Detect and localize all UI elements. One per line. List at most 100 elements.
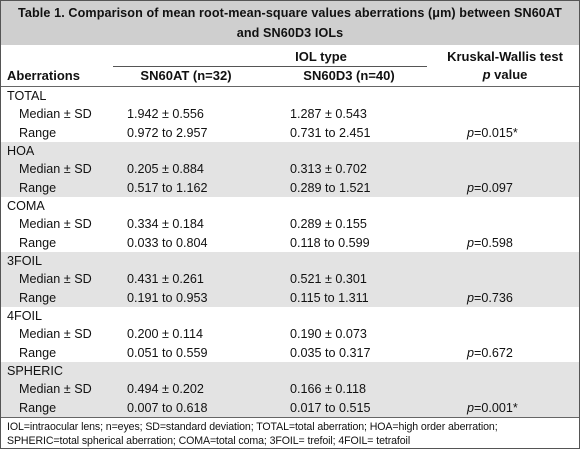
aberrations-header: Aberrations [7, 68, 80, 83]
aberration-group: 3FOIL Median ± SD 0.431 ± 0.261 0.521 ± 0.3… [1, 252, 579, 307]
median-row: Median ± SD 0.200 ± 0.114 0.190 ± 0.073 [1, 325, 579, 343]
range-sn60d3: 0.017 to 0.515 [290, 400, 371, 415]
median-sn60d3: 0.313 ± 0.702 [290, 162, 367, 177]
median-label: Median ± SD [19, 162, 92, 177]
median-row: Median ± SD 0.334 ± 0.184 0.289 ± 0.155 [1, 215, 579, 233]
range-sn60at: 0.033 to 0.804 [127, 235, 208, 250]
group-name: COMA [7, 199, 45, 213]
aberration-group: TOTAL Median ± SD 1.942 ± 0.556 1.287 ± 0.5… [1, 87, 579, 142]
table-title: Table 1. Comparison of mean root-mean-sq… [1, 1, 579, 45]
range-row: Range 0.033 to 0.804 0.118 to 0.599 p=0.598 [1, 234, 579, 252]
range-sn60at: 0.051 to 0.559 [127, 345, 208, 360]
p-value-prefix: p [467, 400, 475, 415]
median-sn60at: 0.200 ± 0.114 [127, 327, 204, 342]
range-label: Range [19, 290, 57, 305]
median-sn60at: 0.431 ± 0.261 [127, 272, 204, 287]
iol-type-rule [113, 66, 427, 67]
range-sn60d3: 0.118 to 0.599 [290, 235, 370, 250]
table-title-line-2: and SN60D3 IOLs [236, 26, 344, 40]
range-label: Range [19, 345, 57, 360]
p-value-number: =0.097 [474, 180, 513, 195]
range-sn60d3: 0.115 to 1.311 [290, 290, 369, 305]
p-value: p=0.736 [467, 289, 513, 307]
p-value-label: value [494, 67, 528, 82]
footnote-line-2: SPHERIC=total spherical aberration; COMA… [7, 435, 411, 447]
p-value-number: =0.736 [474, 290, 513, 305]
median-sn60d3: 0.166 ± 0.118 [290, 382, 367, 397]
median-sn60d3: 1.287 ± 0.543 [290, 107, 367, 122]
aberration-group: HOA Median ± SD 0.205 ± 0.884 0.313 ± 0.702… [1, 142, 579, 197]
p-value-prefix: p [467, 235, 475, 250]
median-row: Median ± SD 0.205 ± 0.884 0.313 ± 0.702 [1, 160, 579, 178]
table-header: IOL type Kruskal-Wallis test p value Abe… [1, 45, 579, 87]
p-value-number: =0.001* [474, 400, 518, 415]
p-value-prefix: p [467, 345, 475, 360]
iol-type-header: IOL type [295, 49, 347, 64]
median-sn60d3: 0.289 ± 0.155 [290, 217, 367, 232]
range-sn60d3: 0.731 to 2.451 [290, 125, 371, 140]
group-name: TOTAL [7, 89, 47, 103]
test-name-header: Kruskal-Wallis test [447, 49, 563, 64]
median-label: Median ± SD [19, 217, 92, 232]
footnote-line-1: IOL=intraocular lens; n=eyes; SD=standar… [7, 421, 498, 433]
median-sn60at: 1.942 ± 0.556 [127, 107, 204, 122]
range-row: Range 0.051 to 0.559 0.035 to 0.317 p=0.672 [1, 344, 579, 362]
range-label: Range [19, 400, 57, 415]
median-label: Median ± SD [19, 107, 92, 122]
p-value: p=0.598 [467, 234, 513, 252]
p-value-number: =0.598 [474, 235, 513, 250]
p-value-header: p value [431, 67, 579, 82]
median-sn60at: 0.334 ± 0.184 [127, 217, 204, 232]
aberration-group: 4FOIL Median ± SD 0.200 ± 0.114 0.190 ± 0.0… [1, 307, 579, 362]
group-name-row: HOA [1, 142, 579, 160]
group-name: 3FOIL [7, 254, 42, 268]
p-value: p=0.015* [467, 124, 518, 142]
median-sn60d3: 0.521 ± 0.301 [290, 272, 367, 287]
group-name: HOA [7, 144, 35, 158]
table-title-line-1: Table 1. Comparison of mean root-mean-sq… [18, 6, 562, 20]
median-row: Median ± SD 0.431 ± 0.261 0.521 ± 0.301 [1, 270, 579, 288]
range-label: Range [19, 235, 57, 250]
p-value-number: =0.015* [474, 125, 518, 140]
range-label: Range [19, 180, 57, 195]
group-name-row: 3FOIL [1, 252, 579, 270]
range-row: Range 0.007 to 0.618 0.017 to 0.515 p=0.001… [1, 399, 579, 417]
p-value-prefix: p [467, 125, 475, 140]
group-name-row: 4FOIL [1, 307, 579, 325]
median-sn60at: 0.205 ± 0.884 [127, 162, 204, 177]
p-value: p=0.097 [467, 179, 513, 197]
p-value-prefix: p [467, 180, 475, 195]
range-sn60at: 0.191 to 0.953 [127, 290, 208, 305]
range-sn60at: 0.007 to 0.618 [127, 400, 208, 415]
aberration-group: SPHERIC Median ± SD 0.494 ± 0.202 0.166 ± 0… [1, 362, 579, 417]
sn60d3-header: SN60D3 (n=40) [303, 68, 395, 83]
median-label: Median ± SD [19, 272, 92, 287]
aberration-group: COMA Median ± SD 0.334 ± 0.184 0.289 ± 0.15… [1, 197, 579, 252]
range-sn60d3: 0.289 to 1.521 [290, 180, 371, 195]
p-value-number: =0.672 [474, 345, 513, 360]
median-sn60at: 0.494 ± 0.202 [127, 382, 204, 397]
median-row: Median ± SD 1.942 ± 0.556 1.287 ± 0.543 [1, 105, 579, 123]
group-name-row: TOTAL [1, 87, 579, 105]
range-sn60at: 0.517 to 1.162 [127, 180, 208, 195]
range-row: Range 0.191 to 0.953 0.115 to 1.311 p=0.736 [1, 289, 579, 307]
table-body: TOTAL Median ± SD 1.942 ± 0.556 1.287 ± 0.5… [1, 87, 579, 417]
group-name-row: COMA [1, 197, 579, 215]
group-name: 4FOIL [7, 309, 42, 323]
range-label: Range [19, 125, 57, 140]
range-sn60d3: 0.035 to 0.317 [290, 345, 371, 360]
median-row: Median ± SD 0.494 ± 0.202 0.166 ± 0.118 [1, 380, 579, 398]
sn60at-header: SN60AT (n=32) [140, 68, 232, 83]
table-footnote: IOL=intraocular lens; n=eyes; SD=standar… [1, 417, 579, 448]
range-row: Range 0.972 to 2.957 0.731 to 2.451 p=0.015… [1, 124, 579, 142]
p-value-prefix: p [467, 290, 475, 305]
median-sn60d3: 0.190 ± 0.073 [290, 327, 367, 342]
median-label: Median ± SD [19, 382, 92, 397]
median-label: Median ± SD [19, 327, 92, 342]
p-italic: p [482, 67, 491, 82]
group-name-row: SPHERIC [1, 362, 579, 380]
range-sn60at: 0.972 to 2.957 [127, 125, 208, 140]
p-value: p=0.001* [467, 399, 518, 417]
p-value: p=0.672 [467, 344, 513, 362]
